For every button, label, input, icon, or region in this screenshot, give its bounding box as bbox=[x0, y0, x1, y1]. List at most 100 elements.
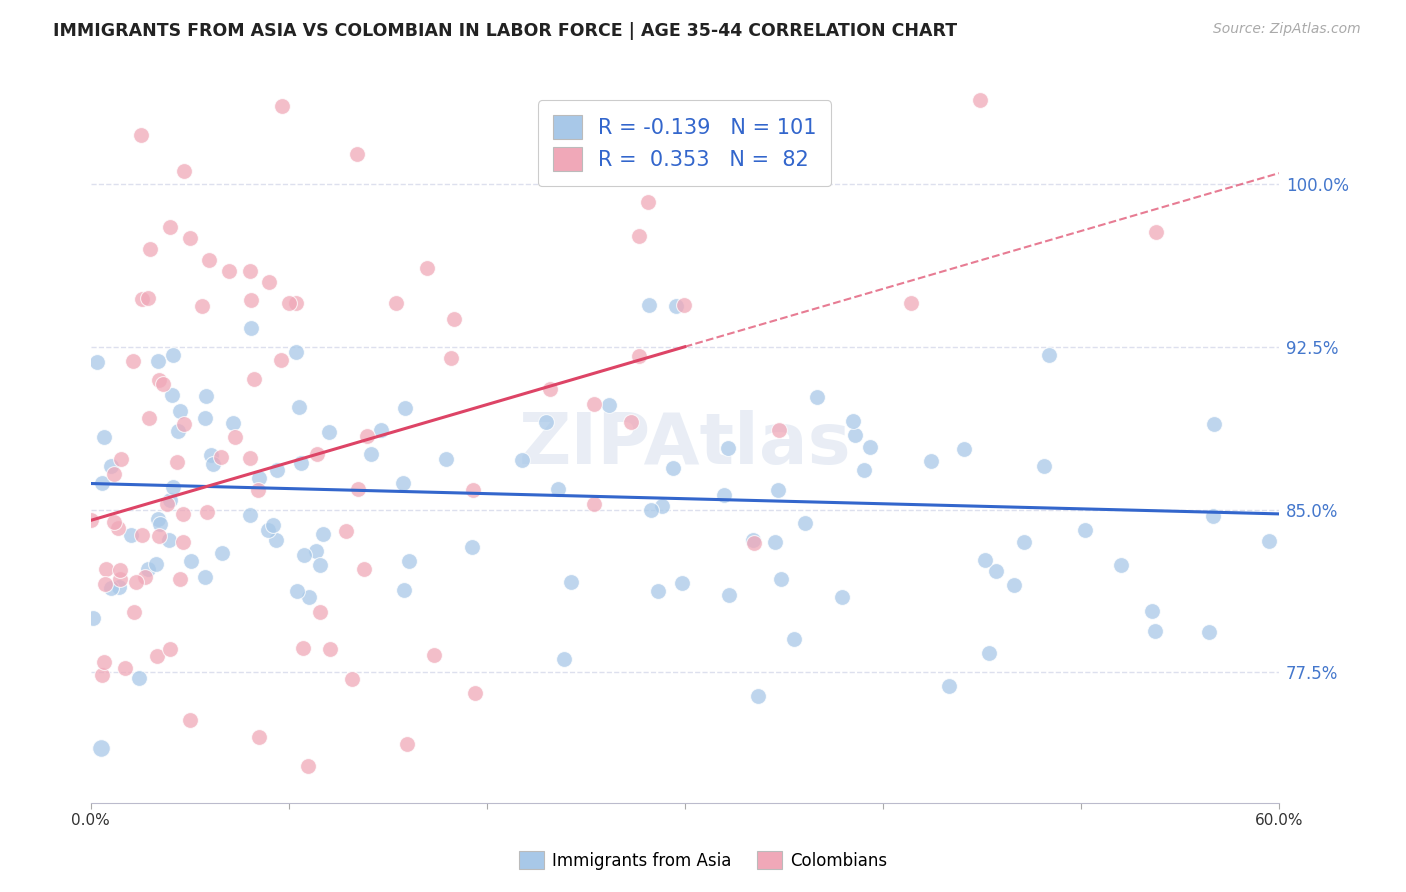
Point bbox=[1257, 533, 1279, 548]
Point bbox=[534, 415, 557, 429]
Point bbox=[285, 296, 308, 310]
Text: ZIPAtlas: ZIPAtlas bbox=[519, 410, 851, 479]
Point bbox=[86, 355, 108, 369]
Point bbox=[148, 529, 170, 543]
Point bbox=[1012, 534, 1035, 549]
Point bbox=[297, 758, 319, 772]
Point bbox=[131, 528, 153, 542]
Point bbox=[110, 452, 132, 467]
Point bbox=[124, 861, 146, 875]
Point bbox=[194, 389, 217, 403]
Point bbox=[194, 569, 217, 583]
Point bbox=[247, 731, 270, 745]
Point bbox=[209, 450, 232, 464]
Point bbox=[1144, 226, 1167, 240]
Point bbox=[139, 242, 162, 256]
Point bbox=[145, 557, 167, 571]
Point bbox=[673, 298, 696, 312]
Point bbox=[356, 429, 378, 443]
Point bbox=[169, 404, 191, 418]
Point bbox=[717, 441, 740, 455]
Point bbox=[984, 564, 1007, 578]
Point bbox=[291, 640, 314, 655]
Point bbox=[598, 398, 620, 412]
Point bbox=[398, 554, 420, 568]
Point bbox=[391, 476, 413, 491]
Point bbox=[108, 563, 131, 577]
Point bbox=[166, 455, 188, 469]
Point bbox=[79, 513, 101, 527]
Point bbox=[583, 497, 606, 511]
Point bbox=[239, 451, 262, 466]
Point bbox=[179, 713, 201, 727]
Point bbox=[461, 541, 484, 555]
Point bbox=[107, 521, 129, 535]
Point bbox=[665, 299, 688, 313]
Point bbox=[831, 590, 853, 604]
Point bbox=[125, 575, 148, 590]
Legend: R = -0.139   N = 101, R =  0.353   N =  82: R = -0.139 N = 101, R = 0.353 N = 82 bbox=[538, 101, 831, 186]
Point bbox=[262, 518, 284, 533]
Point bbox=[977, 646, 1000, 660]
Point bbox=[938, 679, 960, 693]
Point bbox=[172, 534, 194, 549]
Point bbox=[179, 231, 201, 245]
Point bbox=[370, 423, 392, 437]
Point bbox=[308, 558, 330, 573]
Point bbox=[671, 575, 693, 590]
Point bbox=[202, 457, 225, 471]
Point bbox=[266, 463, 288, 477]
Point bbox=[114, 661, 136, 675]
Point bbox=[239, 508, 262, 522]
Point bbox=[103, 515, 125, 529]
Point bbox=[103, 467, 125, 482]
Point bbox=[277, 296, 299, 310]
Point bbox=[747, 690, 769, 704]
Point bbox=[200, 448, 222, 462]
Point bbox=[305, 447, 328, 461]
Point bbox=[93, 430, 115, 444]
Point bbox=[309, 605, 332, 619]
Point bbox=[271, 98, 294, 112]
Point bbox=[637, 298, 659, 312]
Point bbox=[292, 548, 315, 562]
Point bbox=[136, 291, 159, 305]
Point bbox=[224, 430, 246, 444]
Point bbox=[768, 423, 790, 437]
Point bbox=[257, 523, 280, 537]
Point bbox=[169, 572, 191, 586]
Point bbox=[247, 483, 270, 498]
Legend: Immigrants from Asia, Colombians: Immigrants from Asia, Colombians bbox=[512, 845, 894, 877]
Point bbox=[637, 195, 659, 210]
Point bbox=[172, 507, 194, 521]
Point bbox=[162, 348, 184, 362]
Point bbox=[346, 146, 368, 161]
Point bbox=[94, 577, 117, 591]
Point bbox=[385, 296, 408, 310]
Point bbox=[138, 410, 160, 425]
Point bbox=[159, 642, 181, 657]
Point bbox=[392, 583, 415, 598]
Point bbox=[1140, 604, 1163, 618]
Point bbox=[900, 296, 922, 310]
Point bbox=[166, 425, 188, 439]
Point bbox=[969, 93, 991, 107]
Point bbox=[806, 390, 828, 404]
Point bbox=[859, 440, 882, 454]
Point bbox=[396, 737, 419, 751]
Point bbox=[434, 451, 457, 466]
Point bbox=[270, 353, 292, 368]
Point bbox=[136, 562, 159, 576]
Point bbox=[538, 382, 561, 396]
Point bbox=[243, 371, 266, 385]
Point bbox=[89, 741, 111, 756]
Point bbox=[122, 353, 145, 368]
Point bbox=[319, 642, 342, 657]
Point bbox=[553, 652, 575, 666]
Point bbox=[340, 672, 363, 686]
Point bbox=[794, 516, 817, 530]
Point bbox=[173, 164, 195, 178]
Point bbox=[284, 345, 307, 359]
Point bbox=[416, 261, 439, 276]
Point bbox=[394, 401, 416, 415]
